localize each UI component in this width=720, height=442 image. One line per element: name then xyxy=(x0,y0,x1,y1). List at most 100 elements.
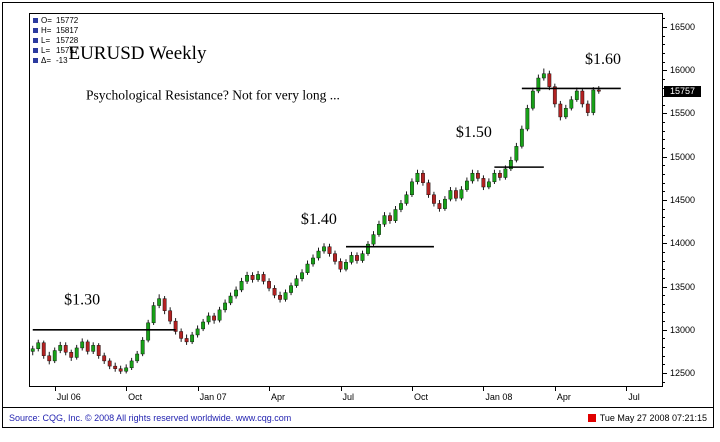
y-axis-tick xyxy=(663,295,665,297)
candle-body xyxy=(404,194,409,204)
y-axis-tick xyxy=(663,113,667,115)
candle-body xyxy=(124,367,129,372)
x-axis-tick xyxy=(269,387,271,391)
candle-body xyxy=(421,172,425,183)
chart-subtitle: Psychological Resistance? Not for very l… xyxy=(86,88,340,103)
candle-body xyxy=(382,215,387,225)
x-axis-label: Apr xyxy=(271,392,286,402)
y-axis-tick xyxy=(663,347,665,349)
plot-area[interactable]: $1.30 $1.40 $1.50 $1.60 EURUSD Weekly Psychol… xyxy=(29,13,663,387)
x-axis-tick xyxy=(340,387,342,391)
y-axis-tick xyxy=(663,26,667,28)
candle-body xyxy=(289,285,293,293)
quote-marker-icon xyxy=(33,48,38,53)
candle-body xyxy=(525,108,530,130)
session-indicator-icon xyxy=(587,413,596,422)
candle-body xyxy=(558,103,563,118)
y-axis-tick xyxy=(663,61,665,63)
quote-marker-icon xyxy=(33,18,38,23)
candle-body xyxy=(206,315,211,323)
y-axis-tick xyxy=(663,243,667,245)
candle-body xyxy=(201,321,206,330)
candle-body xyxy=(294,278,299,286)
candle-body xyxy=(366,243,370,254)
candle-body xyxy=(596,89,601,92)
chart-frame: $1.30 $1.40 $1.50 $1.60 EURUSD Weekly Psychol… xyxy=(2,2,714,428)
candle-body xyxy=(443,198,447,209)
chart-row: $1.30 $1.40 $1.50 $1.60 EURUSD Weekly Psychol… xyxy=(29,13,715,387)
y-axis-tick xyxy=(663,251,665,253)
y-axis-tick xyxy=(663,148,665,150)
candle-body xyxy=(355,255,359,261)
resistance-label: $1.40 xyxy=(301,211,337,228)
candle-body xyxy=(30,348,35,352)
candle-body xyxy=(63,345,68,353)
quote-label: H= xyxy=(41,26,52,35)
y-axis-tick xyxy=(663,269,665,271)
candle-body xyxy=(536,77,541,92)
candle-body xyxy=(426,182,431,196)
candle-body xyxy=(470,172,475,182)
candle-body xyxy=(256,274,260,280)
quote-value: 15728 xyxy=(56,36,79,45)
y-axis-tick xyxy=(663,35,665,37)
y-axis-tick xyxy=(663,200,667,201)
candle-body xyxy=(552,86,557,105)
candle-body xyxy=(459,189,464,199)
y-axis-tick xyxy=(663,139,665,141)
x-axis-label: Oct xyxy=(413,392,428,402)
candle-body xyxy=(519,128,524,147)
candle-body xyxy=(508,160,513,170)
candle-body xyxy=(591,89,596,113)
y-axis-tick xyxy=(663,364,665,366)
y-axis-tick xyxy=(663,217,665,219)
candle-body xyxy=(91,345,96,352)
y-axis-label: 16000 xyxy=(670,65,696,76)
candle-body xyxy=(52,350,57,362)
y-axis-tick xyxy=(663,381,665,383)
y-axis-tick xyxy=(663,70,667,72)
x-axis-label: Jul 06 xyxy=(56,392,81,402)
candle-body xyxy=(399,203,403,210)
quote-label: Δ= xyxy=(41,56,52,65)
quote-row: Δ= -13 xyxy=(33,56,78,65)
last-price-value: 15757 xyxy=(669,85,696,96)
x-axis-label: Jul xyxy=(628,392,640,402)
quote-marker-icon xyxy=(33,38,38,43)
quote-label: L= xyxy=(41,36,51,45)
y-axis-tick xyxy=(663,373,667,375)
candle-body xyxy=(563,108,568,118)
candle-body xyxy=(140,339,145,355)
candle-body xyxy=(223,302,227,311)
quote-marker-icon xyxy=(33,58,38,63)
price-scale[interactable]: 15757 12500 13000 13500 14000 14500 15000 1550… xyxy=(663,13,715,387)
y-axis-tick xyxy=(663,156,667,158)
candle-body xyxy=(47,355,52,362)
datetime-text: Tue May 27 2008 07:21:15 xyxy=(599,412,707,423)
candle-body xyxy=(283,292,288,300)
y-axis-tick xyxy=(663,104,665,106)
candle-body xyxy=(432,194,436,204)
y-axis-tick xyxy=(663,260,665,262)
candle-body xyxy=(305,263,310,273)
candle-body xyxy=(85,341,90,352)
candle-body xyxy=(58,345,63,351)
y-axis-tick xyxy=(663,182,665,184)
candle-body xyxy=(80,341,85,349)
quote-row: H= 15817 xyxy=(33,26,78,35)
candle-body xyxy=(102,355,107,362)
candle-body xyxy=(360,253,365,261)
candle-body xyxy=(322,246,326,252)
candle-body xyxy=(168,310,173,322)
x-axis-tick xyxy=(626,387,628,391)
resistance-label: $1.30 xyxy=(64,292,100,309)
candle-body xyxy=(190,334,195,343)
time-axis[interactable]: Jul 06 Oct Jan 07 Apr Jul Oct Jan 08 Apr Jul xyxy=(29,387,663,405)
candle-body xyxy=(497,172,502,178)
candle-body xyxy=(338,261,343,270)
y-axis-tick xyxy=(663,225,665,227)
candle-body xyxy=(272,288,277,296)
y-axis-tick xyxy=(663,338,665,340)
candle-body xyxy=(261,274,266,282)
quote-value: 15757 xyxy=(56,46,79,55)
